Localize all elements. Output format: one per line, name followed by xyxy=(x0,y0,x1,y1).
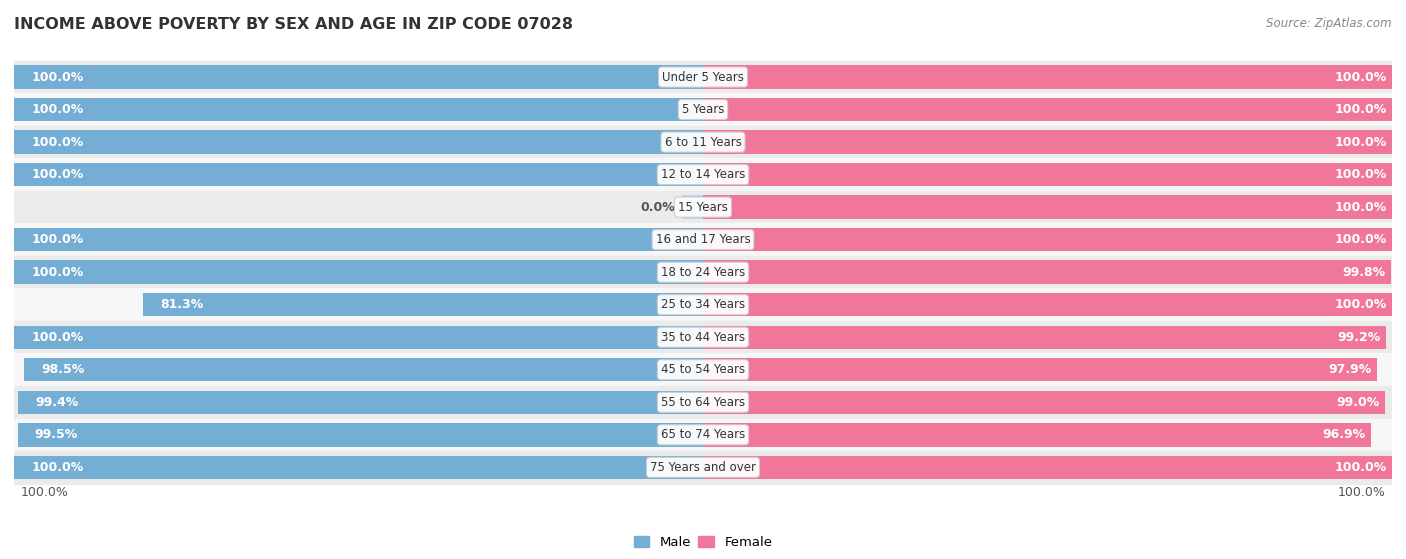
Text: 45 to 54 Years: 45 to 54 Years xyxy=(661,363,745,376)
Text: 12 to 14 Years: 12 to 14 Years xyxy=(661,168,745,181)
Text: 100.0%: 100.0% xyxy=(1334,461,1386,474)
Bar xyxy=(14,419,1392,451)
Text: 16 and 17 Years: 16 and 17 Years xyxy=(655,233,751,246)
Bar xyxy=(703,65,1392,89)
Bar xyxy=(703,358,1378,381)
Text: 81.3%: 81.3% xyxy=(160,298,204,311)
Text: 96.9%: 96.9% xyxy=(1322,428,1365,441)
Bar xyxy=(14,321,1392,353)
Bar xyxy=(14,260,703,284)
Text: 35 to 44 Years: 35 to 44 Years xyxy=(661,331,745,344)
Bar xyxy=(14,98,703,121)
Bar xyxy=(703,260,1391,284)
Bar xyxy=(143,293,703,316)
Text: Under 5 Years: Under 5 Years xyxy=(662,70,744,83)
Text: 5 Years: 5 Years xyxy=(682,103,724,116)
Bar xyxy=(14,451,1392,484)
Text: 100.0%: 100.0% xyxy=(31,331,83,344)
Text: 100.0%: 100.0% xyxy=(1334,168,1386,181)
Text: 100.0%: 100.0% xyxy=(1334,103,1386,116)
Legend: Male, Female: Male, Female xyxy=(628,531,778,555)
Text: 97.9%: 97.9% xyxy=(1329,363,1372,376)
Bar xyxy=(14,353,1392,386)
Bar xyxy=(703,98,1392,121)
Text: 99.8%: 99.8% xyxy=(1341,266,1385,279)
Bar xyxy=(14,224,1392,256)
Bar xyxy=(14,288,1392,321)
Text: 15 Years: 15 Years xyxy=(678,201,728,214)
Bar xyxy=(703,163,1392,186)
Bar xyxy=(14,61,1392,93)
Bar xyxy=(703,391,1385,414)
Text: 100.0%: 100.0% xyxy=(1334,298,1386,311)
Text: 18 to 24 Years: 18 to 24 Years xyxy=(661,266,745,279)
Bar xyxy=(14,130,703,154)
Text: 100.0%: 100.0% xyxy=(1334,70,1386,83)
Text: 100.0%: 100.0% xyxy=(31,233,83,246)
Bar xyxy=(14,191,1392,224)
Text: 100.0%: 100.0% xyxy=(21,486,69,499)
Text: 6 to 11 Years: 6 to 11 Years xyxy=(665,136,741,149)
Bar xyxy=(14,93,1392,126)
Bar xyxy=(18,391,703,414)
Text: 55 to 64 Years: 55 to 64 Years xyxy=(661,396,745,409)
Bar xyxy=(682,196,703,219)
Bar xyxy=(14,65,703,89)
Text: 98.5%: 98.5% xyxy=(42,363,84,376)
Bar xyxy=(24,358,703,381)
Text: 100.0%: 100.0% xyxy=(31,461,83,474)
Bar xyxy=(14,386,1392,419)
Text: 99.0%: 99.0% xyxy=(1336,396,1379,409)
Bar xyxy=(14,325,703,349)
Text: 100.0%: 100.0% xyxy=(1334,136,1386,149)
Bar xyxy=(703,456,1392,479)
Text: Source: ZipAtlas.com: Source: ZipAtlas.com xyxy=(1267,17,1392,30)
Text: 100.0%: 100.0% xyxy=(31,136,83,149)
Bar xyxy=(17,423,703,447)
Bar xyxy=(703,423,1371,447)
Text: 100.0%: 100.0% xyxy=(31,103,83,116)
Text: 100.0%: 100.0% xyxy=(31,266,83,279)
Bar xyxy=(14,456,703,479)
Text: INCOME ABOVE POVERTY BY SEX AND AGE IN ZIP CODE 07028: INCOME ABOVE POVERTY BY SEX AND AGE IN Z… xyxy=(14,17,574,32)
Bar xyxy=(14,228,703,252)
Bar xyxy=(14,126,1392,158)
Bar xyxy=(703,196,1392,219)
Text: 100.0%: 100.0% xyxy=(1337,486,1385,499)
Bar xyxy=(703,325,1386,349)
Text: 75 Years and over: 75 Years and over xyxy=(650,461,756,474)
Text: 100.0%: 100.0% xyxy=(1334,201,1386,214)
Text: 25 to 34 Years: 25 to 34 Years xyxy=(661,298,745,311)
Text: 99.5%: 99.5% xyxy=(35,428,77,441)
Bar xyxy=(703,228,1392,252)
Text: 65 to 74 Years: 65 to 74 Years xyxy=(661,428,745,441)
Text: 99.2%: 99.2% xyxy=(1337,331,1381,344)
Bar xyxy=(14,163,703,186)
Bar xyxy=(14,256,1392,288)
Text: 0.0%: 0.0% xyxy=(641,201,675,214)
Text: 100.0%: 100.0% xyxy=(31,70,83,83)
Bar xyxy=(703,293,1392,316)
Bar xyxy=(14,158,1392,191)
Bar xyxy=(703,130,1392,154)
Text: 100.0%: 100.0% xyxy=(31,168,83,181)
Text: 100.0%: 100.0% xyxy=(1334,233,1386,246)
Text: 99.4%: 99.4% xyxy=(35,396,79,409)
